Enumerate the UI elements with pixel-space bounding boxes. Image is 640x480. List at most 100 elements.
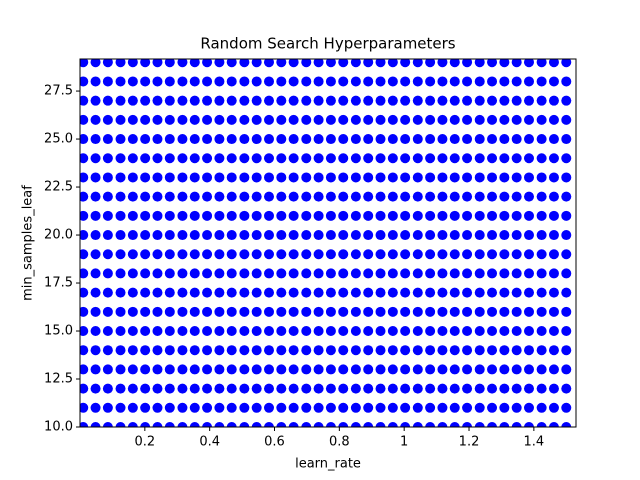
x-tick-label: 0.2 [134, 435, 155, 450]
point [511, 268, 522, 279]
point [548, 306, 559, 317]
point [152, 172, 163, 183]
point [363, 345, 374, 356]
point [511, 326, 522, 337]
point [325, 383, 336, 394]
point [90, 95, 101, 106]
point [164, 230, 175, 241]
point [288, 153, 299, 164]
x-tick-label: 1.4 [524, 435, 545, 450]
point [425, 172, 436, 183]
point [437, 95, 448, 106]
point [276, 345, 287, 356]
point [214, 191, 225, 202]
point [523, 287, 534, 298]
point [164, 383, 175, 394]
point [140, 402, 151, 413]
chart-title: Random Search Hyperparameters [200, 35, 455, 53]
point [102, 345, 113, 356]
point [387, 287, 398, 298]
point [263, 191, 274, 202]
point [239, 306, 250, 317]
point [251, 306, 262, 317]
point [276, 114, 287, 125]
point [127, 230, 138, 241]
point [350, 114, 361, 125]
point [102, 230, 113, 241]
point [511, 134, 522, 145]
point [425, 383, 436, 394]
point [80, 114, 89, 125]
point [263, 172, 274, 183]
point [449, 76, 460, 87]
point [474, 134, 485, 145]
point [152, 114, 163, 125]
point [102, 210, 113, 221]
point [350, 172, 361, 183]
point [363, 153, 374, 164]
point [425, 364, 436, 375]
point [301, 345, 312, 356]
point [561, 191, 572, 202]
point [325, 95, 336, 106]
point [387, 402, 398, 413]
point [276, 230, 287, 241]
point [400, 59, 411, 68]
point [164, 364, 175, 375]
point [276, 383, 287, 394]
point [80, 345, 89, 356]
point [214, 402, 225, 413]
point [363, 134, 374, 145]
point [152, 249, 163, 260]
point [449, 95, 460, 106]
point [189, 249, 200, 260]
point [301, 326, 312, 337]
point [499, 153, 510, 164]
point [387, 345, 398, 356]
point [177, 76, 188, 87]
point [251, 268, 262, 279]
point [90, 210, 101, 221]
point [90, 287, 101, 298]
point [523, 191, 534, 202]
point [301, 172, 312, 183]
axes-frame [79, 58, 577, 428]
point [164, 268, 175, 279]
point [487, 364, 498, 375]
point [523, 364, 534, 375]
point [288, 422, 299, 427]
point [276, 249, 287, 260]
point [375, 402, 386, 413]
point [90, 114, 101, 125]
point [102, 172, 113, 183]
point [400, 191, 411, 202]
point [127, 249, 138, 260]
point [288, 59, 299, 68]
point [511, 287, 522, 298]
point [90, 76, 101, 87]
point [140, 422, 151, 427]
point [400, 383, 411, 394]
point [350, 326, 361, 337]
point [437, 134, 448, 145]
point [164, 287, 175, 298]
point [288, 172, 299, 183]
point [400, 364, 411, 375]
point [313, 76, 324, 87]
point [288, 134, 299, 145]
point [251, 210, 262, 221]
point [412, 230, 423, 241]
point [164, 76, 175, 87]
point [80, 95, 89, 106]
point [437, 364, 448, 375]
point [462, 268, 473, 279]
point [313, 59, 324, 68]
point [313, 402, 324, 413]
x-axis-label: learn_rate [295, 457, 361, 472]
point [474, 326, 485, 337]
point [536, 153, 547, 164]
point [263, 210, 274, 221]
point [127, 95, 138, 106]
point [437, 287, 448, 298]
point [363, 364, 374, 375]
